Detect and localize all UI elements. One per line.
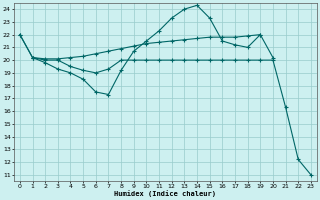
X-axis label: Humidex (Indice chaleur): Humidex (Indice chaleur): [114, 190, 216, 197]
